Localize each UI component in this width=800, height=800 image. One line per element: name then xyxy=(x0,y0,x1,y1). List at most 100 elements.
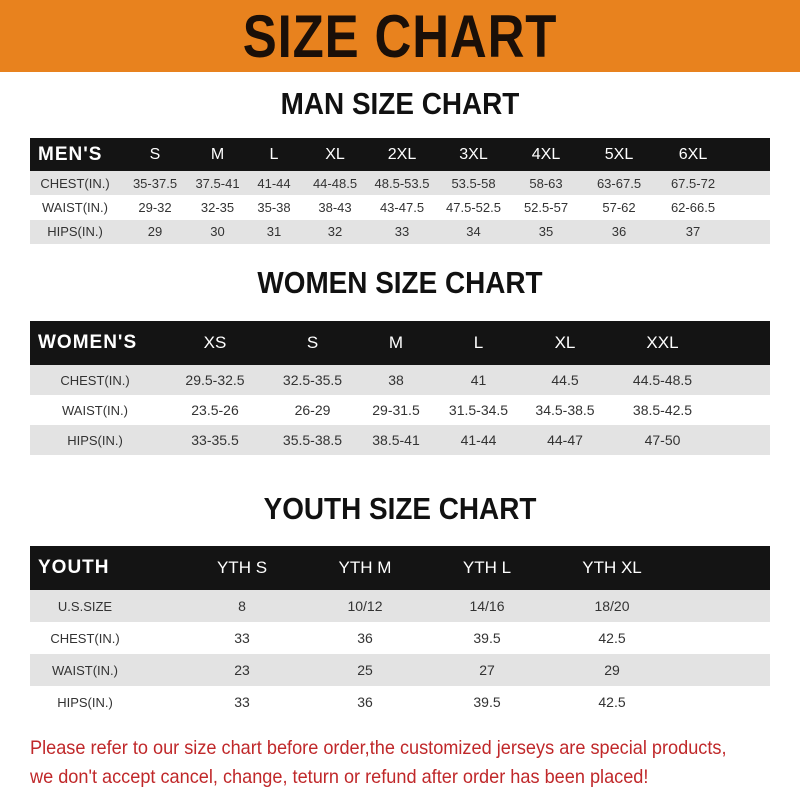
table-cell: 42.5 xyxy=(598,630,626,646)
table-cell: 38.5-42.5 xyxy=(632,402,693,418)
size-header: S xyxy=(149,145,161,163)
table-cell: 31.5-34.5 xyxy=(448,402,509,418)
row-label: HIPS(IN.) xyxy=(47,224,103,240)
row-label: HIPS(IN.) xyxy=(67,432,123,448)
table-cell: 47-50 xyxy=(644,432,681,448)
table-cell: 27 xyxy=(479,662,495,678)
table-row: CHEST(IN.) 33 36 39.5 42.5 xyxy=(30,622,770,654)
table-cell: 38 xyxy=(388,372,404,388)
table-cell: 35 xyxy=(538,224,554,240)
table-cell: 39.5 xyxy=(473,630,501,646)
table-cell: 48.5-53.5 xyxy=(374,175,430,191)
table-cell: 14/16 xyxy=(469,598,505,614)
table-cell: 47.5-52.5 xyxy=(446,199,501,215)
row-label: CHEST(IN.) xyxy=(40,175,110,191)
table-cell: 53.5-58 xyxy=(451,175,496,191)
table-row: WAIST(IN.) 29-32 32-35 35-38 38-43 43-47.5 47.… xyxy=(30,195,770,220)
table-cell: 52.5-57 xyxy=(523,199,569,215)
size-header: L xyxy=(269,145,279,163)
banner-title: SIZE CHART xyxy=(242,2,558,70)
row-label: WAIST(IN.) xyxy=(62,402,128,418)
size-header: 2XL xyxy=(387,145,417,163)
table-row: HIPS(IN.) 33 36 39.5 42.5 xyxy=(30,686,770,718)
table-cell: 33 xyxy=(394,224,410,240)
table-cell: 18/20 xyxy=(594,598,630,614)
size-header: YTH M xyxy=(338,558,392,577)
table-header-row: MEN'S S M L XL 2XL 3XL 4XL 5XL 6XL xyxy=(30,138,770,171)
table-cell: 10/12 xyxy=(347,598,383,614)
youth-size-chart-title: YOUTH SIZE CHART xyxy=(263,491,537,526)
table-row: WAIST(IN.) 23 25 27 29 xyxy=(30,654,770,686)
notice-line-1: Please refer to our size chart before or… xyxy=(30,737,727,759)
order-notice: Please refer to our size chart before or… xyxy=(30,734,737,792)
table-header-label: WOMEN'S xyxy=(38,332,138,353)
table-cell: 30 xyxy=(210,224,225,240)
size-header: YTH XL xyxy=(582,558,642,577)
row-label: U.S.SIZE xyxy=(57,598,113,614)
size-header: YTH L xyxy=(462,558,512,577)
table-row: CHEST(IN.) 29.5-32.5 32.5-35.5 38 41 44.5 44.5… xyxy=(30,365,770,395)
women-size-chart-title: WOMEN SIZE CHART xyxy=(257,265,543,300)
table-cell: 67.5-72 xyxy=(670,175,716,191)
table-cell: 33 xyxy=(234,630,250,646)
size-header: XS xyxy=(203,333,227,352)
size-header: L xyxy=(473,333,484,352)
table-cell: 42.5 xyxy=(598,694,626,710)
table-cell: 25 xyxy=(357,662,373,678)
table-cell: 34.5-38.5 xyxy=(535,402,595,418)
size-header: 3XL xyxy=(459,145,488,163)
men-size-table: MEN'S S M L XL 2XL 3XL 4XL 5XL 6XL CHEST(IN.) 35-37… xyxy=(30,138,770,244)
table-cell: 31 xyxy=(266,224,282,240)
row-label: WAIST(IN.) xyxy=(52,662,118,678)
table-header-row: YOUTH YTH S YTH M YTH L YTH XL xyxy=(30,546,770,590)
table-cell: 44.5 xyxy=(551,372,579,388)
table-cell: 33 xyxy=(234,694,250,710)
size-header: 4XL xyxy=(531,145,561,163)
table-cell: 33-35.5 xyxy=(191,432,239,448)
table-row: WAIST(IN.) 23.5-26 26-29 29-31.5 31.5-34.5 34… xyxy=(30,395,770,425)
table-cell: 43-47.5 xyxy=(379,199,425,215)
table-cell: 8 xyxy=(238,598,246,614)
table-cell: 58-63 xyxy=(529,175,563,191)
row-label: CHEST(IN.) xyxy=(60,372,130,388)
table-cell: 39.5 xyxy=(473,694,501,710)
table-cell: 37.5-41 xyxy=(195,175,240,191)
youth-size-table: YOUTH YTH S YTH M YTH L YTH XL U.S.SIZE 8 10/12… xyxy=(30,546,770,718)
table-cell: 36 xyxy=(611,224,627,240)
size-header: M xyxy=(210,145,225,163)
table-cell: 41 xyxy=(470,372,487,388)
table-cell: 32 xyxy=(327,224,343,240)
table-cell: 29 xyxy=(604,662,620,678)
table-cell: 35.5-38.5 xyxy=(282,432,343,448)
table-cell: 23 xyxy=(234,662,250,678)
table-cell: 38.5-41 xyxy=(372,432,420,448)
row-label: CHEST(IN.) xyxy=(50,630,120,646)
table-cell: 38-43 xyxy=(318,199,352,215)
table-cell: 62-66.5 xyxy=(670,199,716,215)
size-header: XL xyxy=(554,333,576,352)
table-cell: 44-47 xyxy=(547,432,583,448)
table-row: HIPS(IN.) 33-35.5 35.5-38.5 38.5-41 41-44 44-… xyxy=(30,425,770,455)
table-cell: 29-32 xyxy=(138,199,172,215)
table-cell: 35-38 xyxy=(257,199,291,215)
size-header: XXL xyxy=(646,333,679,352)
table-row: U.S.SIZE 8 10/12 14/16 18/20 xyxy=(30,590,770,622)
table-cell: 29.5-32.5 xyxy=(185,372,245,388)
men-size-chart-title: MAN SIZE CHART xyxy=(280,86,520,121)
row-label: HIPS(IN.) xyxy=(57,694,113,710)
table-row: CHEST(IN.) 35-37.5 37.5-41 41-44 44-48.5 48.5… xyxy=(30,171,770,196)
size-header: 6XL xyxy=(678,145,708,163)
table-header-label: MEN'S xyxy=(38,143,103,165)
table-cell: 44-48.5 xyxy=(312,175,358,191)
table-cell: 36 xyxy=(357,630,373,646)
table-cell: 41-44 xyxy=(460,432,497,448)
table-cell: 32.5-35.5 xyxy=(282,372,343,388)
size-header: M xyxy=(388,333,404,352)
notice-line-2: we don't accept cancel, change, teturn o… xyxy=(30,766,649,788)
table-cell: 32-35 xyxy=(200,199,235,215)
table-cell: 35-37.5 xyxy=(132,175,178,191)
table-cell: 63-67.5 xyxy=(596,175,642,191)
table-cell: 23.5-26 xyxy=(191,402,239,418)
table-cell: 36 xyxy=(357,694,373,710)
table-row: HIPS(IN.) 29 30 31 32 33 34 35 36 37 xyxy=(30,219,770,244)
